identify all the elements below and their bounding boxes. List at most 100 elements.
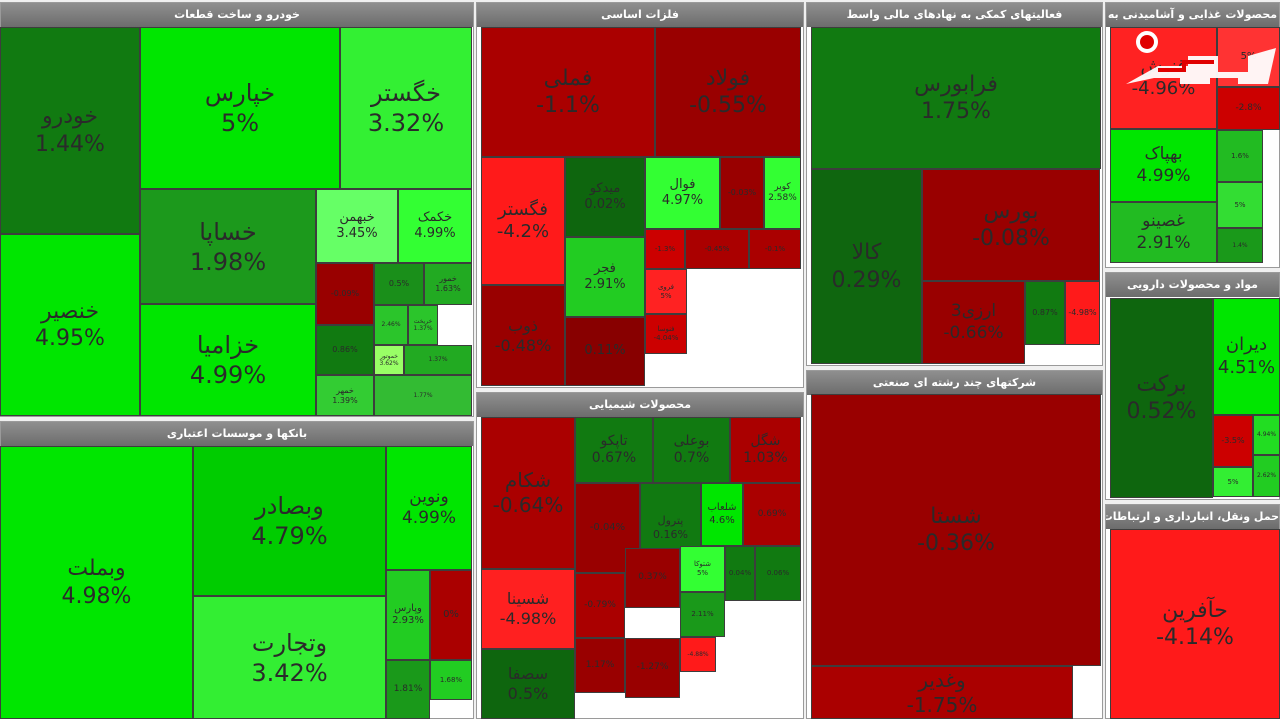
tile-5-10[interactable]: 0.37%	[625, 548, 680, 608]
tile-change: -4.96%	[1131, 78, 1196, 99]
tile-0-1[interactable]: خپارس 5%	[140, 27, 340, 189]
tile-change: 5%	[1227, 477, 1239, 486]
tile-change: 4.99%	[189, 361, 267, 389]
tile-4-1[interactable]: وبصادر 4.79%	[193, 446, 386, 596]
tile-0-17[interactable]: 1.77%	[374, 375, 472, 416]
tile-2-2[interactable]: بورس -0.08%	[922, 169, 1100, 281]
tile-1-4[interactable]: فوال 4.97%	[645, 157, 720, 229]
tile-3-3[interactable]: بهپاک 4.99%	[1110, 129, 1217, 202]
tile-1-6[interactable]: کویر 2.58%	[764, 157, 801, 229]
tile-1-8[interactable]: -1.3%	[645, 229, 685, 269]
tile-0-0[interactable]: خودرو 1.44%	[0, 27, 140, 234]
tile-0-12[interactable]: 2.46%	[374, 305, 408, 345]
tile-0-11[interactable]: 0.86%	[316, 325, 374, 375]
tile-2-3[interactable]: ارزی3 -0.66%	[922, 281, 1025, 364]
tile-0-3[interactable]: خنصیر 4.95%	[0, 234, 140, 416]
tile-0-10[interactable]: خمور 1.63%	[424, 263, 472, 305]
tile-1-2[interactable]: فگستر -4.2%	[481, 157, 565, 285]
tile-change: 4.51%	[1217, 356, 1276, 378]
tile-0-2[interactable]: خگستر 3.32%	[340, 27, 472, 189]
tile-0-6[interactable]: خکمک 4.99%	[398, 189, 472, 263]
tile-0-4[interactable]: خساپا 1.98%	[140, 189, 316, 304]
tile-5-0[interactable]: شکام -0.64%	[481, 417, 575, 569]
tile-change: -0.36%	[917, 531, 995, 556]
tile-1-1[interactable]: فولاد -0.55%	[655, 27, 801, 157]
tile-4-3[interactable]: وتجارت 3.42%	[193, 596, 386, 719]
tile-name: شکام	[504, 468, 552, 492]
tile-3-1[interactable]: 5%	[1217, 27, 1280, 87]
tile-3-6[interactable]: غصینو 2.91%	[1110, 202, 1217, 263]
tile-name: خنصیر	[40, 298, 100, 324]
tile-5-12[interactable]: 0.04%	[725, 546, 755, 601]
tile-5-6[interactable]: شلعاب 4.6%	[701, 483, 743, 546]
tile-5-2[interactable]: بوعلی 0.7%	[653, 417, 730, 483]
tile-4-4[interactable]: وپارس 2.93%	[386, 570, 430, 660]
tile-name: فجر	[594, 260, 616, 276]
tile-6-1[interactable]: وغدیر -1.75%	[811, 666, 1073, 719]
tile-5-8[interactable]: شسینا -4.98%	[481, 569, 575, 649]
tile-1-11[interactable]: فروی 5%	[645, 269, 687, 314]
tile-1-9[interactable]: -0.45%	[685, 229, 749, 269]
tile-change: 1.6%	[1231, 151, 1249, 160]
tile-5-13[interactable]: 0.06%	[755, 546, 801, 601]
tile-3-4[interactable]: 1.6%	[1217, 130, 1263, 182]
tile-7-3[interactable]: 4.94%	[1253, 415, 1280, 455]
tile-0-16[interactable]: خمهر 1.39%	[316, 375, 374, 416]
tile-change: 2.91%	[1136, 232, 1191, 253]
tile-1-0[interactable]: فملی -1.1%	[481, 27, 655, 157]
tile-3-0[interactable]: غنوش -4.96%	[1110, 27, 1217, 129]
tile-5-9[interactable]: -0.79%	[575, 573, 625, 638]
tile-2-1[interactable]: کالا 0.29%	[811, 169, 922, 364]
tile-1-14[interactable]: فنوسا -4.04%	[645, 314, 687, 354]
tile-5-14[interactable]: 2.11%	[680, 592, 725, 637]
tile-5-3[interactable]: شگل 1.03%	[730, 417, 801, 483]
tile-1-3[interactable]: میدکو 0.02%	[565, 157, 645, 237]
tile-5-18[interactable]: سصفا 0.5%	[481, 649, 575, 719]
tile-4-7[interactable]: 1.81%	[386, 660, 430, 719]
tile-7-0[interactable]: برکت 0.52%	[1110, 298, 1213, 498]
tile-0-5[interactable]: خبهمن 3.45%	[316, 189, 398, 263]
tile-4-0[interactable]: وبملت 4.98%	[0, 446, 193, 719]
tile-5-7[interactable]: 0.69%	[743, 483, 801, 546]
tile-0-13[interactable]: خریخت 1.37%	[408, 305, 438, 345]
tile-4-2[interactable]: ونوین 4.99%	[386, 446, 472, 570]
tile-2-5[interactable]: -4.98%	[1065, 281, 1100, 345]
tile-6-0[interactable]: شستا -0.36%	[811, 394, 1101, 666]
tile-7-2[interactable]: -3.5%	[1213, 415, 1253, 467]
tile-1-12[interactable]: ذوب -0.48%	[481, 285, 565, 386]
tile-1-10[interactable]: -0.1%	[749, 229, 801, 269]
tile-0-8[interactable]: -0.09%	[316, 263, 374, 325]
tile-name: وپارس	[394, 602, 422, 614]
tile-5-15[interactable]: 1.17%	[575, 638, 625, 693]
tile-0-9[interactable]: 0.5%	[374, 263, 424, 305]
tile-change: 1.63%	[435, 284, 461, 293]
tile-3-2[interactable]: -2.8%	[1217, 87, 1280, 130]
tile-0-14[interactable]: خموتور 3.62%	[374, 345, 404, 375]
tile-name: فملی	[543, 65, 593, 91]
tile-2-0[interactable]: فرابورس 1.75%	[811, 27, 1101, 169]
tile-3-7[interactable]: 1.4%	[1217, 228, 1263, 263]
tile-7-1[interactable]: دیران 4.51%	[1213, 298, 1280, 415]
tile-3-5[interactable]: 5%	[1217, 182, 1263, 228]
tile-name: پترول	[657, 514, 684, 528]
tile-8-0[interactable]: حآفرین -4.14%	[1110, 529, 1280, 719]
tile-name: خساپا	[199, 217, 257, 246]
tile-1-13[interactable]: 0.11%	[565, 317, 645, 386]
tile-1-5[interactable]: -0.03%	[720, 157, 764, 229]
tile-1-7[interactable]: فجر 2.91%	[565, 237, 645, 317]
tile-5-1[interactable]: تاپکو 0.67%	[575, 417, 653, 483]
tile-4-5[interactable]: 0%	[430, 570, 472, 660]
tile-name: خزامیا	[196, 331, 260, 359]
tile-5-17[interactable]: -4.88%	[680, 637, 716, 672]
tile-7-4[interactable]: 2.62%	[1253, 455, 1280, 497]
tile-7-5[interactable]: 5%	[1213, 467, 1253, 497]
tile-4-6[interactable]: 1.68%	[430, 660, 472, 700]
tile-name: فولاد	[705, 65, 751, 91]
tile-2-4[interactable]: 0.87%	[1025, 281, 1065, 345]
tile-0-15[interactable]: 1.37%	[404, 345, 472, 375]
sector-title: محصولات غذایی و آشامیدنی به	[1106, 3, 1279, 27]
tile-change: -4.98%	[499, 609, 557, 628]
tile-5-16[interactable]: -1.27%	[625, 638, 680, 698]
tile-5-11[interactable]: شتوکا 5%	[680, 546, 725, 592]
tile-0-7[interactable]: خزامیا 4.99%	[140, 304, 316, 416]
